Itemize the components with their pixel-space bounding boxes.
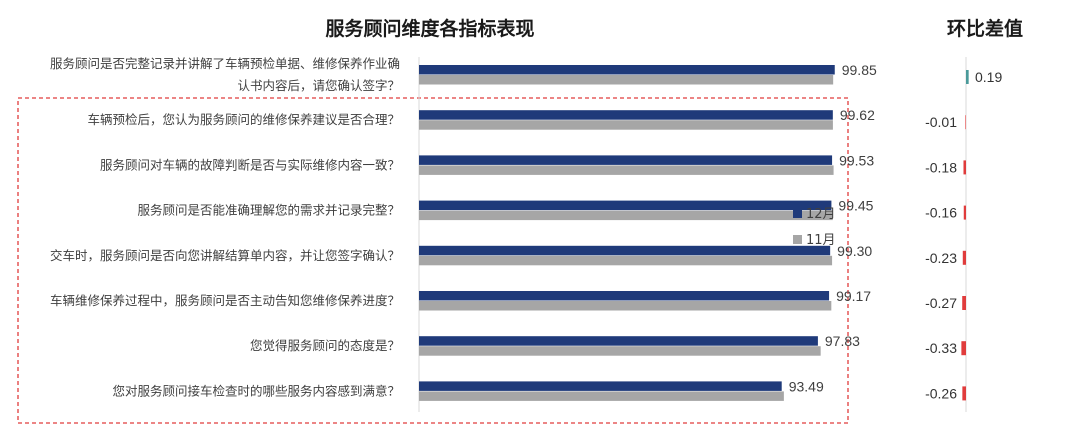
value-label: 93.49: [789, 378, 824, 394]
bar-nov: [419, 165, 834, 175]
value-label: 99.53: [839, 152, 874, 168]
legend-swatch: [793, 209, 802, 218]
bar-dec: [419, 336, 818, 346]
bar-nov: [419, 346, 821, 356]
category-label: 车辆预检后，您认为服务顾问的维修保养建议是否合理？: [87, 112, 400, 127]
value-label: 99.30: [837, 243, 872, 259]
diff-chart-title: 环比差值: [946, 18, 1023, 40]
diff-label: -0.23: [925, 250, 957, 266]
legend-label: 11月: [806, 233, 836, 248]
diff-label: -0.26: [925, 385, 957, 401]
value-label: 97.83: [825, 333, 860, 349]
bar-dec: [419, 381, 782, 391]
bar-nov: [419, 301, 832, 311]
bar-nov: [419, 75, 834, 85]
bar-nov: [419, 210, 833, 221]
diff-label: -0.01: [925, 114, 957, 130]
category-label: 车辆维修保养过程中，服务顾问是否主动告知您维修保养进度？: [50, 293, 400, 308]
category-label: 服务顾问是否能准确理解您的需求并记录完整？: [137, 203, 400, 218]
diff-bar: [962, 296, 966, 310]
category-label: 认书内容后，请您确认签字？: [237, 78, 400, 93]
bar-dec: [419, 65, 835, 75]
category-label: 您觉得服务顾问的态度是？: [250, 338, 400, 353]
diff-bar: [961, 341, 966, 356]
category-label: 交车时，服务顾问是否向您讲解结算单内容，并让您签字确认？: [50, 248, 400, 263]
category-label: 您对服务顾问接车检查时的哪些服务内容感到满意？: [112, 383, 400, 398]
value-label: 99.17: [836, 288, 871, 304]
category-label: 服务顾问是否完整记录并讲解了车辆预检单据、维修保养作业确: [50, 56, 400, 71]
diff-label: 0.19: [975, 69, 1002, 85]
bar-dec: [419, 155, 833, 165]
legend-swatch: [793, 235, 802, 244]
bar-nov: [419, 391, 784, 401]
highlight-box: [17, 97, 849, 424]
diff-bar: [962, 250, 966, 265]
diff-label: -0.33: [925, 340, 957, 356]
diff-label: -0.16: [925, 205, 957, 221]
diff-label: -0.18: [925, 159, 957, 175]
diff-bar: [965, 115, 966, 130]
bar-dec: [419, 200, 832, 211]
bar-dec: [419, 245, 831, 256]
value-label: 99.45: [838, 198, 873, 214]
legend-label: 12月: [806, 207, 836, 222]
bar-nov: [419, 120, 833, 130]
bar-dec: [419, 110, 833, 120]
value-label: 99.62: [840, 107, 875, 123]
bar-dec: [419, 291, 830, 301]
bar-nov: [419, 255, 833, 266]
diff-bar: [966, 70, 969, 84]
chart-title: 服务顾问维度各指标表现: [325, 18, 535, 40]
diff-label: -0.27: [925, 295, 957, 311]
diff-bar: [963, 160, 966, 175]
category-label: 服务顾问对车辆的故障判断是否与实际维修内容一致？: [100, 157, 400, 172]
diff-bar: [962, 386, 966, 401]
diff-bar: [963, 205, 966, 220]
value-label: 99.85: [842, 62, 877, 78]
